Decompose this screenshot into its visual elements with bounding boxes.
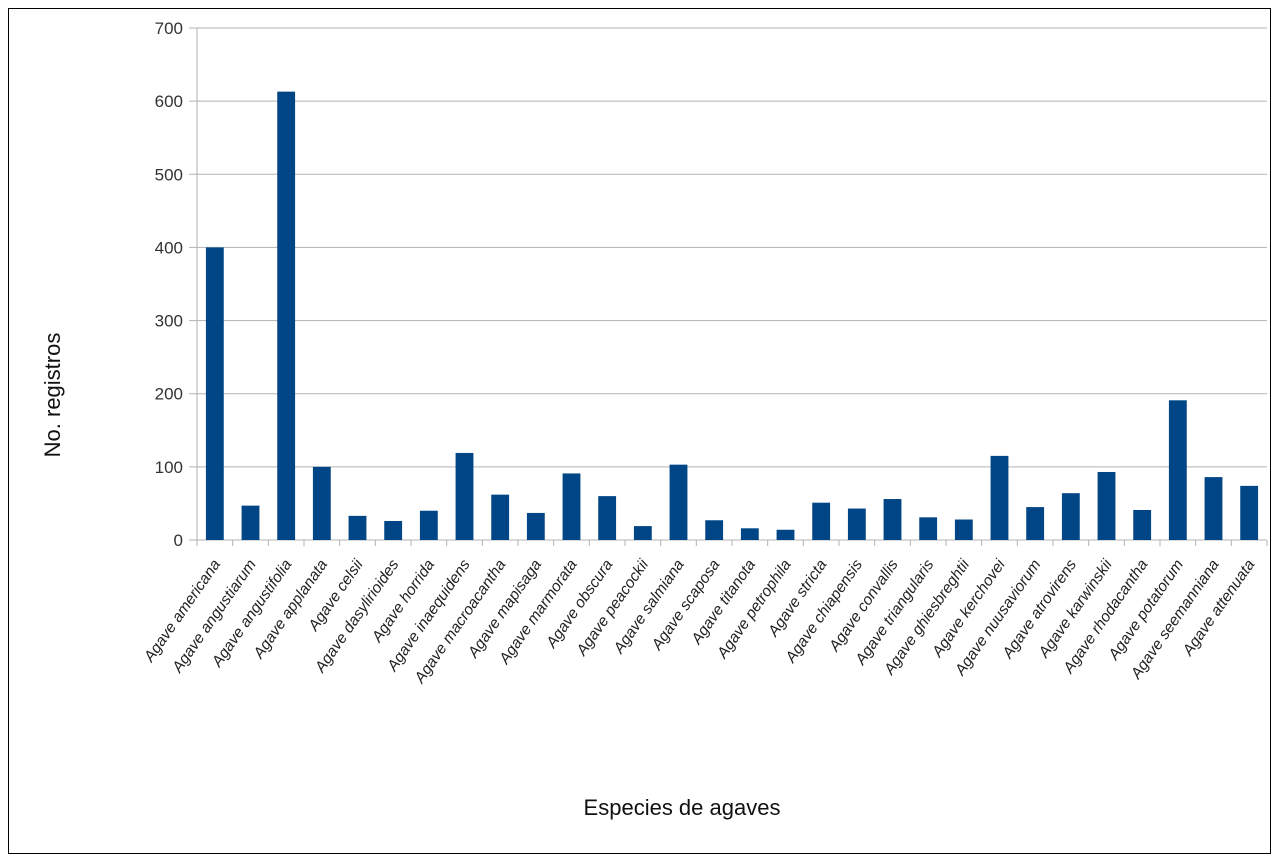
bar	[1240, 485, 1259, 540]
bar	[776, 529, 795, 540]
y-tick-label: 300	[155, 312, 183, 331]
y-tick-label: 400	[155, 238, 183, 257]
bar	[669, 464, 688, 540]
y-tick-label: 600	[155, 92, 183, 111]
y-tick-label: 500	[155, 165, 183, 184]
bar	[1168, 400, 1187, 540]
bar	[384, 520, 403, 540]
bar	[990, 455, 1009, 540]
bar	[312, 466, 331, 540]
bar	[954, 519, 973, 540]
bar	[847, 508, 866, 540]
bar	[1061, 493, 1080, 540]
bar	[812, 502, 831, 540]
bar	[919, 517, 938, 540]
bar	[277, 91, 296, 541]
bar	[455, 452, 474, 540]
bar	[1204, 477, 1223, 540]
y-tick-label: 700	[155, 19, 183, 38]
bar	[241, 505, 260, 540]
y-tick-label: 100	[155, 458, 183, 477]
y-tick-labels: 0 100 200 300 400 500 600 700	[155, 19, 183, 550]
bar	[526, 512, 545, 540]
x-axis-title: Especies de agaves	[584, 795, 781, 820]
bar	[1097, 471, 1116, 540]
bar	[419, 510, 438, 540]
bar	[491, 494, 510, 540]
bar	[1026, 507, 1045, 540]
y-axis-title: No. registros	[40, 333, 65, 458]
bar	[633, 526, 652, 540]
gridlines	[189, 27, 1267, 541]
bar	[348, 515, 367, 540]
bar	[598, 496, 617, 540]
bar	[883, 499, 902, 540]
bar	[205, 247, 224, 540]
bar	[705, 520, 724, 540]
bars	[205, 91, 1259, 541]
y-tick-label: 0	[174, 531, 183, 550]
bar	[1133, 510, 1152, 540]
bar	[740, 528, 759, 540]
y-tick-label: 200	[155, 385, 183, 404]
x-axis	[196, 28, 1268, 546]
bar	[562, 473, 581, 540]
